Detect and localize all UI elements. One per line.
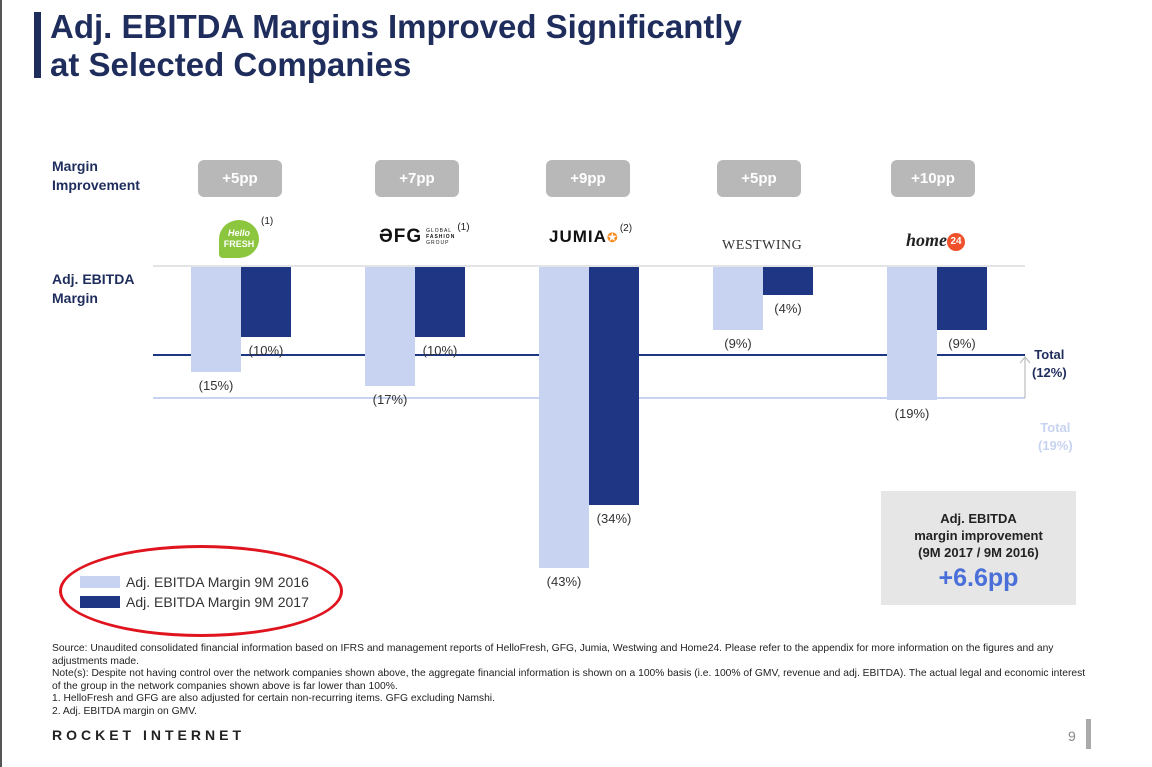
bar-gfg-2017 [415, 267, 465, 337]
hellofresh-logo: Hello FRESH (1) [219, 216, 273, 258]
jumia-logo: JUMIA✪(2) [549, 223, 633, 246]
bar-jumia-2016 [539, 267, 589, 568]
improvement-chip-jumia: +9pp [546, 160, 630, 197]
jumia-star-icon: ✪ [606, 230, 618, 245]
gfg-footnote: (1) [457, 222, 470, 233]
gfg-logo: ƏFG GLOBAL FASHION GROUP (1) [379, 222, 470, 247]
bar-hellofresh-2017 [241, 267, 291, 337]
bar-home24-2016 [887, 267, 937, 400]
page-number: 9 [1068, 728, 1076, 744]
footnote-source: Source: Unaudited consolidated financial… [52, 643, 1054, 667]
hellofresh-footnote: (1) [261, 216, 274, 227]
footnotes: Source: Unaudited consolidated financial… [52, 643, 1092, 718]
data-label-westwing-2016: (9%) [724, 336, 751, 351]
bar-hellofresh-2016 [191, 267, 241, 372]
summary-value: +6.6pp [938, 564, 1019, 592]
footnote-2: 2. Adj. EBITDA margin on GMV. [52, 705, 197, 717]
home24-logo: home 24 [906, 230, 966, 251]
westwing-logo: WESTWING [722, 238, 803, 253]
data-label-jumia-2017: (34%) [597, 511, 632, 526]
improvement-chip-hellofresh: +5pp [198, 160, 282, 197]
bar-westwing-2017 [763, 267, 813, 295]
title-line-1: Adj. EBITDA Margins Improved Significant… [50, 8, 742, 45]
margin-improvement-label: Margin Improvement [52, 158, 140, 193]
bar-westwing-2016 [713, 267, 763, 330]
rocket-internet-logo: ROCKET INTERNET [52, 727, 245, 743]
data-label-gfg-2017: (10%) [423, 343, 458, 358]
footnote-1: 1. HelloFresh and GFG are also adjusted … [52, 693, 495, 704]
total-improvement-arrowhead [1019, 356, 1031, 364]
adj-ebitda-margin-label: Adj. EBITDA Margin [52, 271, 135, 306]
footnote-note: Note(s): Despite not having control over… [52, 668, 1086, 692]
bar-gfg-2016 [365, 267, 415, 386]
page-number-bar [1086, 719, 1091, 749]
improvement-chip-westwing: +5pp [717, 160, 801, 197]
data-label-hellofresh-2017: (10%) [249, 343, 284, 358]
total-2016-label: Total (19%) [1038, 420, 1073, 453]
improvement-chip-home24: +10pp [891, 160, 975, 197]
bar-home24-2017 [937, 267, 987, 330]
total-2017-label: Total (12%) [1032, 347, 1067, 380]
data-label-hellofresh-2016: (15%) [199, 378, 234, 393]
jumia-footnote: (2) [619, 223, 633, 234]
data-label-home24-2016: (19%) [895, 406, 930, 421]
hellofresh-logo-icon: Hello FRESH [219, 220, 259, 258]
summary-box: Adj. EBITDA margin improvement (9M 2017 … [881, 491, 1076, 605]
title-line-2: at Selected Companies [50, 46, 412, 83]
bar-jumia-2017 [589, 267, 639, 505]
improvement-chip-gfg: +7pp [375, 160, 459, 197]
data-label-home24-2017: (9%) [948, 336, 975, 351]
data-label-westwing-2017: (4%) [774, 301, 801, 316]
data-label-gfg-2016: (17%) [373, 392, 408, 407]
data-label-jumia-2016: (43%) [547, 574, 582, 589]
home24-badge: 24 [947, 233, 966, 251]
legend-highlight-ellipse [59, 545, 343, 637]
page-title: Adj. EBITDA Margins Improved Significant… [50, 8, 742, 84]
title-accent-bar [34, 12, 41, 78]
page-left-border [0, 0, 2, 767]
